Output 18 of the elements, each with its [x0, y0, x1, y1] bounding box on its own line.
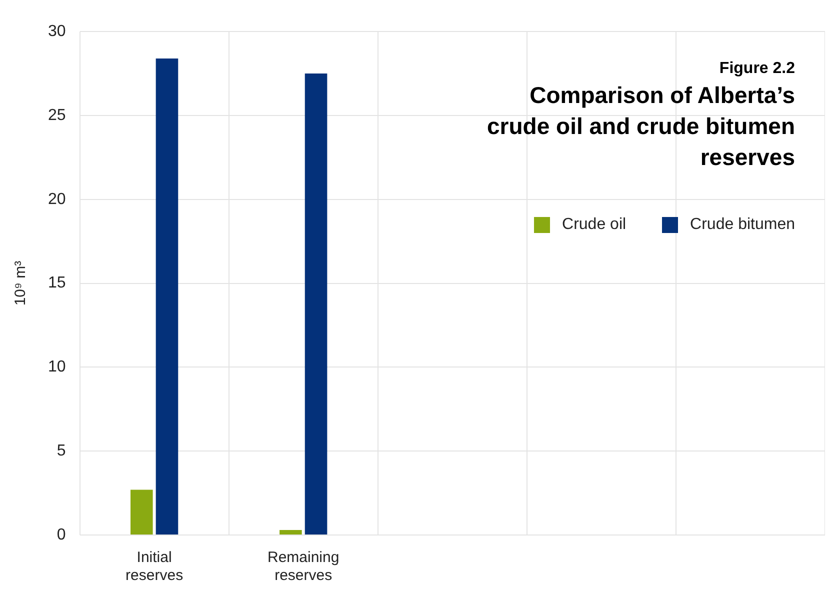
bar: [304, 74, 328, 534]
legend-label: Crude oil: [562, 216, 626, 234]
x-tick-label: Initial reserves: [126, 549, 184, 584]
y-tick-label: 25: [48, 106, 66, 124]
bar: [280, 530, 302, 534]
y-tick-label: 5: [56, 442, 66, 460]
x-tick-label: Remaining reserves: [268, 549, 340, 584]
y-tick-label: 20: [48, 190, 66, 208]
y-tick-label: 30: [48, 23, 66, 40]
text: Comparison of Alberta’s crude oil and crude bitumen reserves: [486, 81, 795, 172]
y-tick-label: 10: [48, 358, 66, 376]
legend-label: Crude bitumen: [690, 216, 795, 234]
bar: [130, 490, 153, 534]
y-axis-title: 10⁹ m³: [12, 260, 30, 306]
bar: [156, 58, 178, 534]
y-tick-label: 0: [56, 526, 66, 544]
text: Figure 2.2: [718, 60, 795, 78]
y-tick-label: 15: [48, 274, 66, 292]
